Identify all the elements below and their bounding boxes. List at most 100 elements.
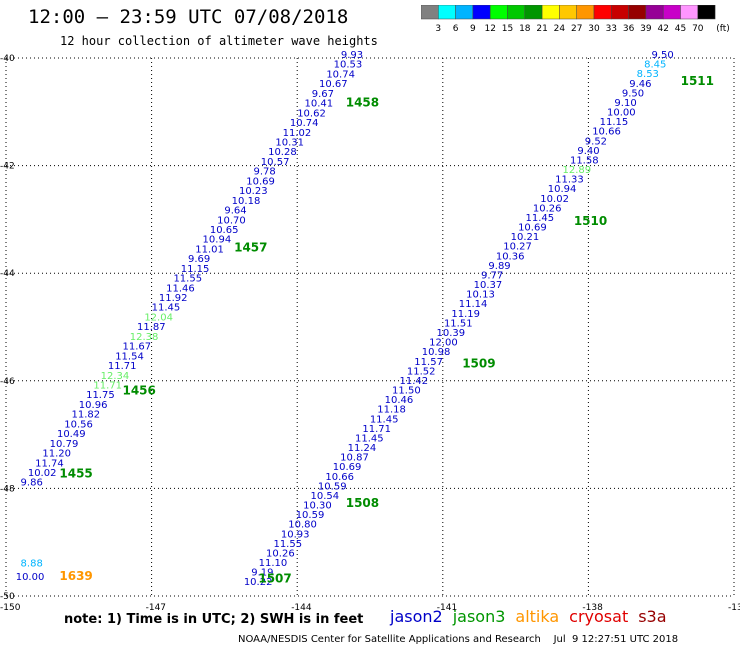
legend-entry-jason2: jason2	[390, 607, 443, 626]
wave-height-label: 10.13	[466, 290, 495, 301]
track-time-label: 1455	[59, 467, 92, 481]
colorbar-tick-label: 21	[536, 24, 547, 34]
wave-height-label: 9.50	[651, 50, 673, 61]
wave-height-label: 10.53	[334, 60, 363, 71]
wave-height-label: 11.57	[414, 357, 443, 368]
satellite-legend: jason2 jason3 altika cryosat s3a	[390, 607, 677, 626]
wave-height-label: 10.00	[607, 108, 636, 119]
colorbar-tick-label: 3	[435, 24, 441, 34]
wave-height-label: 10.02	[28, 468, 57, 479]
wave-height-label: 11.18	[377, 405, 406, 416]
wave-height-label: 11.19	[451, 309, 480, 320]
colorbar: 3 6 9 12 15 18 21 24 27 30 33 36 39 42 45 70 (ft)	[421, 5, 730, 34]
wave-height-label: 11.50	[392, 386, 421, 397]
colorbar-tick-label: 45	[675, 24, 686, 34]
wave-height-label: 11.82	[72, 410, 101, 421]
colorbar-tick-label: 42	[657, 24, 668, 34]
wave-height-label: 10.79	[50, 439, 79, 450]
wave-height-label: 11.71	[108, 361, 137, 372]
wave-height-label: 11.67	[122, 342, 151, 353]
wave-height-label: 11.45	[525, 213, 554, 224]
wave-height-label: 10.70	[217, 215, 246, 226]
colorbar-swatch	[697, 5, 716, 20]
wave-height-label: 11.46	[166, 283, 195, 294]
wave-height-label: 10.39	[437, 328, 466, 339]
page-title: 12:00 – 23:59 UTC 07/08/2018	[28, 6, 349, 28]
wave-height-label: 12.89	[563, 165, 592, 176]
wave-height-label: 9.89	[488, 261, 510, 272]
wave-height-label: 10.41	[304, 99, 333, 110]
wave-height-label: 12.38	[130, 332, 159, 343]
wave-height-label: 10.23	[239, 186, 268, 197]
wave-height-label: 10.65	[210, 225, 239, 236]
wave-height-label: 10.69	[246, 176, 275, 187]
wave-height-label: 9.78	[254, 167, 276, 178]
wave-height-label: 10.54	[311, 491, 340, 502]
colorbar-tick-label: 18	[519, 24, 531, 34]
wave-height-label: 11.02	[283, 128, 312, 139]
wave-height-label: 8.88	[21, 558, 43, 569]
lon-tick-label: -138	[582, 603, 603, 613]
lat-tick-label: -46	[0, 377, 15, 387]
track-time-label: 1511	[681, 74, 714, 88]
wave-height-label: 11.01	[195, 244, 224, 255]
wave-height-label: 11.33	[555, 175, 584, 186]
wave-height-label: 10.00	[16, 572, 45, 583]
wave-height-label: 10.93	[281, 529, 310, 540]
lat-tick-label: -40	[0, 54, 15, 64]
footer-credit: NOAA/NESDIS Center for Satellite Applica…	[238, 634, 679, 645]
wave-height-label: 10.18	[232, 196, 261, 207]
colorbar-unit: (ft)	[716, 24, 730, 34]
wave-height-label: 10.56	[64, 419, 93, 430]
wave-height-label: 11.92	[159, 293, 188, 304]
legend-entry-s3a: s3a	[638, 607, 667, 626]
wave-height-label: 9.93	[341, 50, 363, 61]
wave-height-label: 10.27	[503, 242, 532, 253]
wave-height-label: 10.80	[288, 520, 317, 531]
wave-height-label: 10.49	[57, 429, 86, 440]
track-time-label: 1458	[346, 95, 379, 109]
page-subtitle: 12 hour collection of altimeter wave hei…	[60, 34, 378, 48]
wave-height-label: 11.45	[152, 303, 181, 314]
wave-height-label: 10.66	[592, 127, 621, 138]
wave-height-label: 11.58	[570, 155, 599, 166]
wave-height-label: 11.74	[35, 458, 64, 469]
wave-height-label: 8.53	[637, 69, 659, 80]
wave-height-label: 9.46	[629, 79, 651, 90]
wave-height-label: 10.69	[518, 223, 547, 234]
wave-height-label: 10.22	[244, 577, 273, 588]
wave-height-label: 10.96	[79, 400, 108, 411]
lon-tick-label: -141	[437, 603, 457, 613]
wave-height-label: 10.74	[326, 69, 355, 80]
colorbar-tick-label: 15	[502, 24, 513, 34]
colorbar-tick-label: 70	[692, 24, 704, 34]
wave-height-label: 10.69	[333, 462, 362, 473]
colorbar-tick-label: 6	[453, 24, 459, 34]
wave-height-label: 10.87	[340, 453, 369, 464]
wave-height-label: 9.64	[224, 206, 246, 217]
wave-height-label: 11.55	[173, 274, 202, 285]
wave-height-label: 11.71	[362, 424, 391, 435]
legend-entry-jason3: jason3	[452, 607, 506, 626]
wave-height-label: 11.45	[355, 433, 384, 444]
wave-height-label: 10.59	[318, 481, 347, 492]
wave-height-label: 11.54	[115, 351, 144, 362]
lon-tick-label: -144	[291, 603, 312, 613]
wave-height-label: 11.15	[600, 117, 629, 128]
wave-height-label: 10.57	[261, 157, 290, 168]
wave-height-label: 10.30	[303, 501, 332, 512]
wave-height-label: 12.34	[101, 371, 130, 382]
track-time-label: 1639	[59, 569, 92, 583]
wave-height-label: 11.51	[444, 318, 473, 329]
wave-height-label: 11.71	[93, 381, 122, 392]
wave-height-label: 11.45	[370, 414, 399, 425]
track-time-label: 1509	[462, 356, 495, 370]
wave-height-label: 10.26	[533, 203, 562, 214]
wave-height-label: 10.46	[385, 395, 414, 406]
wave-height-label: 10.36	[496, 251, 525, 262]
track-time-label: 1457	[234, 241, 267, 255]
wave-height-label: 9.69	[188, 254, 210, 265]
track-time-label: 1508	[346, 496, 379, 510]
colorbar-tick-label: 30	[588, 24, 600, 34]
